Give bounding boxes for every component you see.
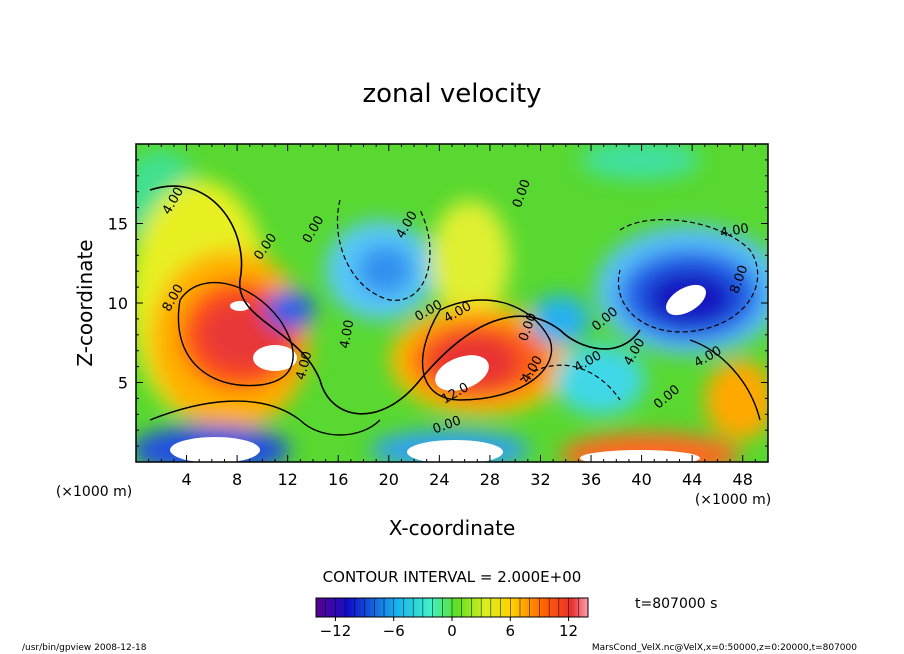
- y-axis-ticks: [136, 159, 768, 447]
- x-tick-label: 8: [232, 470, 242, 489]
- contour-interval: CONTOUR INTERVAL = 2.000E+00: [323, 568, 582, 586]
- x-tick-label: 24: [429, 470, 449, 489]
- contour-label: 4.00: [719, 221, 750, 241]
- colorbar-tick-label: 6: [506, 622, 516, 640]
- colorbar-tick-label: −6: [383, 622, 405, 640]
- footer-right: MarsCond_VelX.nc@VelX,x=0:50000,z=0:2000…: [592, 643, 857, 653]
- x-tick-label: 48: [733, 470, 753, 489]
- colorbar-tick-label: −12: [320, 622, 352, 640]
- x-axis-label: X-coordinate: [389, 516, 516, 540]
- time-label: t=807000 s: [635, 596, 717, 612]
- x-scale-note-left: (×1000 m): [56, 484, 132, 500]
- velocity-field: [136, 144, 768, 462]
- colorbar-tick-label: 0: [447, 622, 457, 640]
- y-axis-tick-labels: 5 10 15: [108, 215, 128, 393]
- x-tick-label: 32: [530, 470, 550, 489]
- x-tick-label: 16: [328, 470, 348, 489]
- x-axis-ticks: [148, 144, 769, 462]
- y-tick-label: 10: [108, 294, 128, 313]
- y-tick-label: 5: [118, 374, 128, 393]
- x-tick-label: 12: [278, 470, 298, 489]
- contour-label: 4.00: [294, 350, 316, 382]
- y-axis-label: Z-coordinate: [73, 239, 97, 366]
- x-axis-tick-labels: 4 8 12 16 20 24 28 32 36 40 44 48: [181, 470, 752, 489]
- x-tick-label: 28: [480, 470, 500, 489]
- x-tick-label: 44: [682, 470, 702, 489]
- x-tick-label: 40: [631, 470, 651, 489]
- colorbar-tick-label: 12: [559, 622, 578, 640]
- colorbar-tick-labels: −12 −6 0 6 12: [320, 622, 579, 640]
- footer-left: /usr/bin/gpview 2008-12-18: [22, 643, 147, 653]
- x-scale-note-right: (×1000 m): [695, 492, 771, 508]
- colorbar-ticks: [315, 598, 589, 621]
- contour-label: 4.00: [338, 319, 358, 350]
- chart-title: zonal velocity: [362, 79, 541, 109]
- x-tick-label: 20: [379, 470, 399, 489]
- x-tick-label: 4: [181, 470, 191, 489]
- y-tick-label: 15: [108, 215, 128, 234]
- x-tick-label: 36: [581, 470, 601, 489]
